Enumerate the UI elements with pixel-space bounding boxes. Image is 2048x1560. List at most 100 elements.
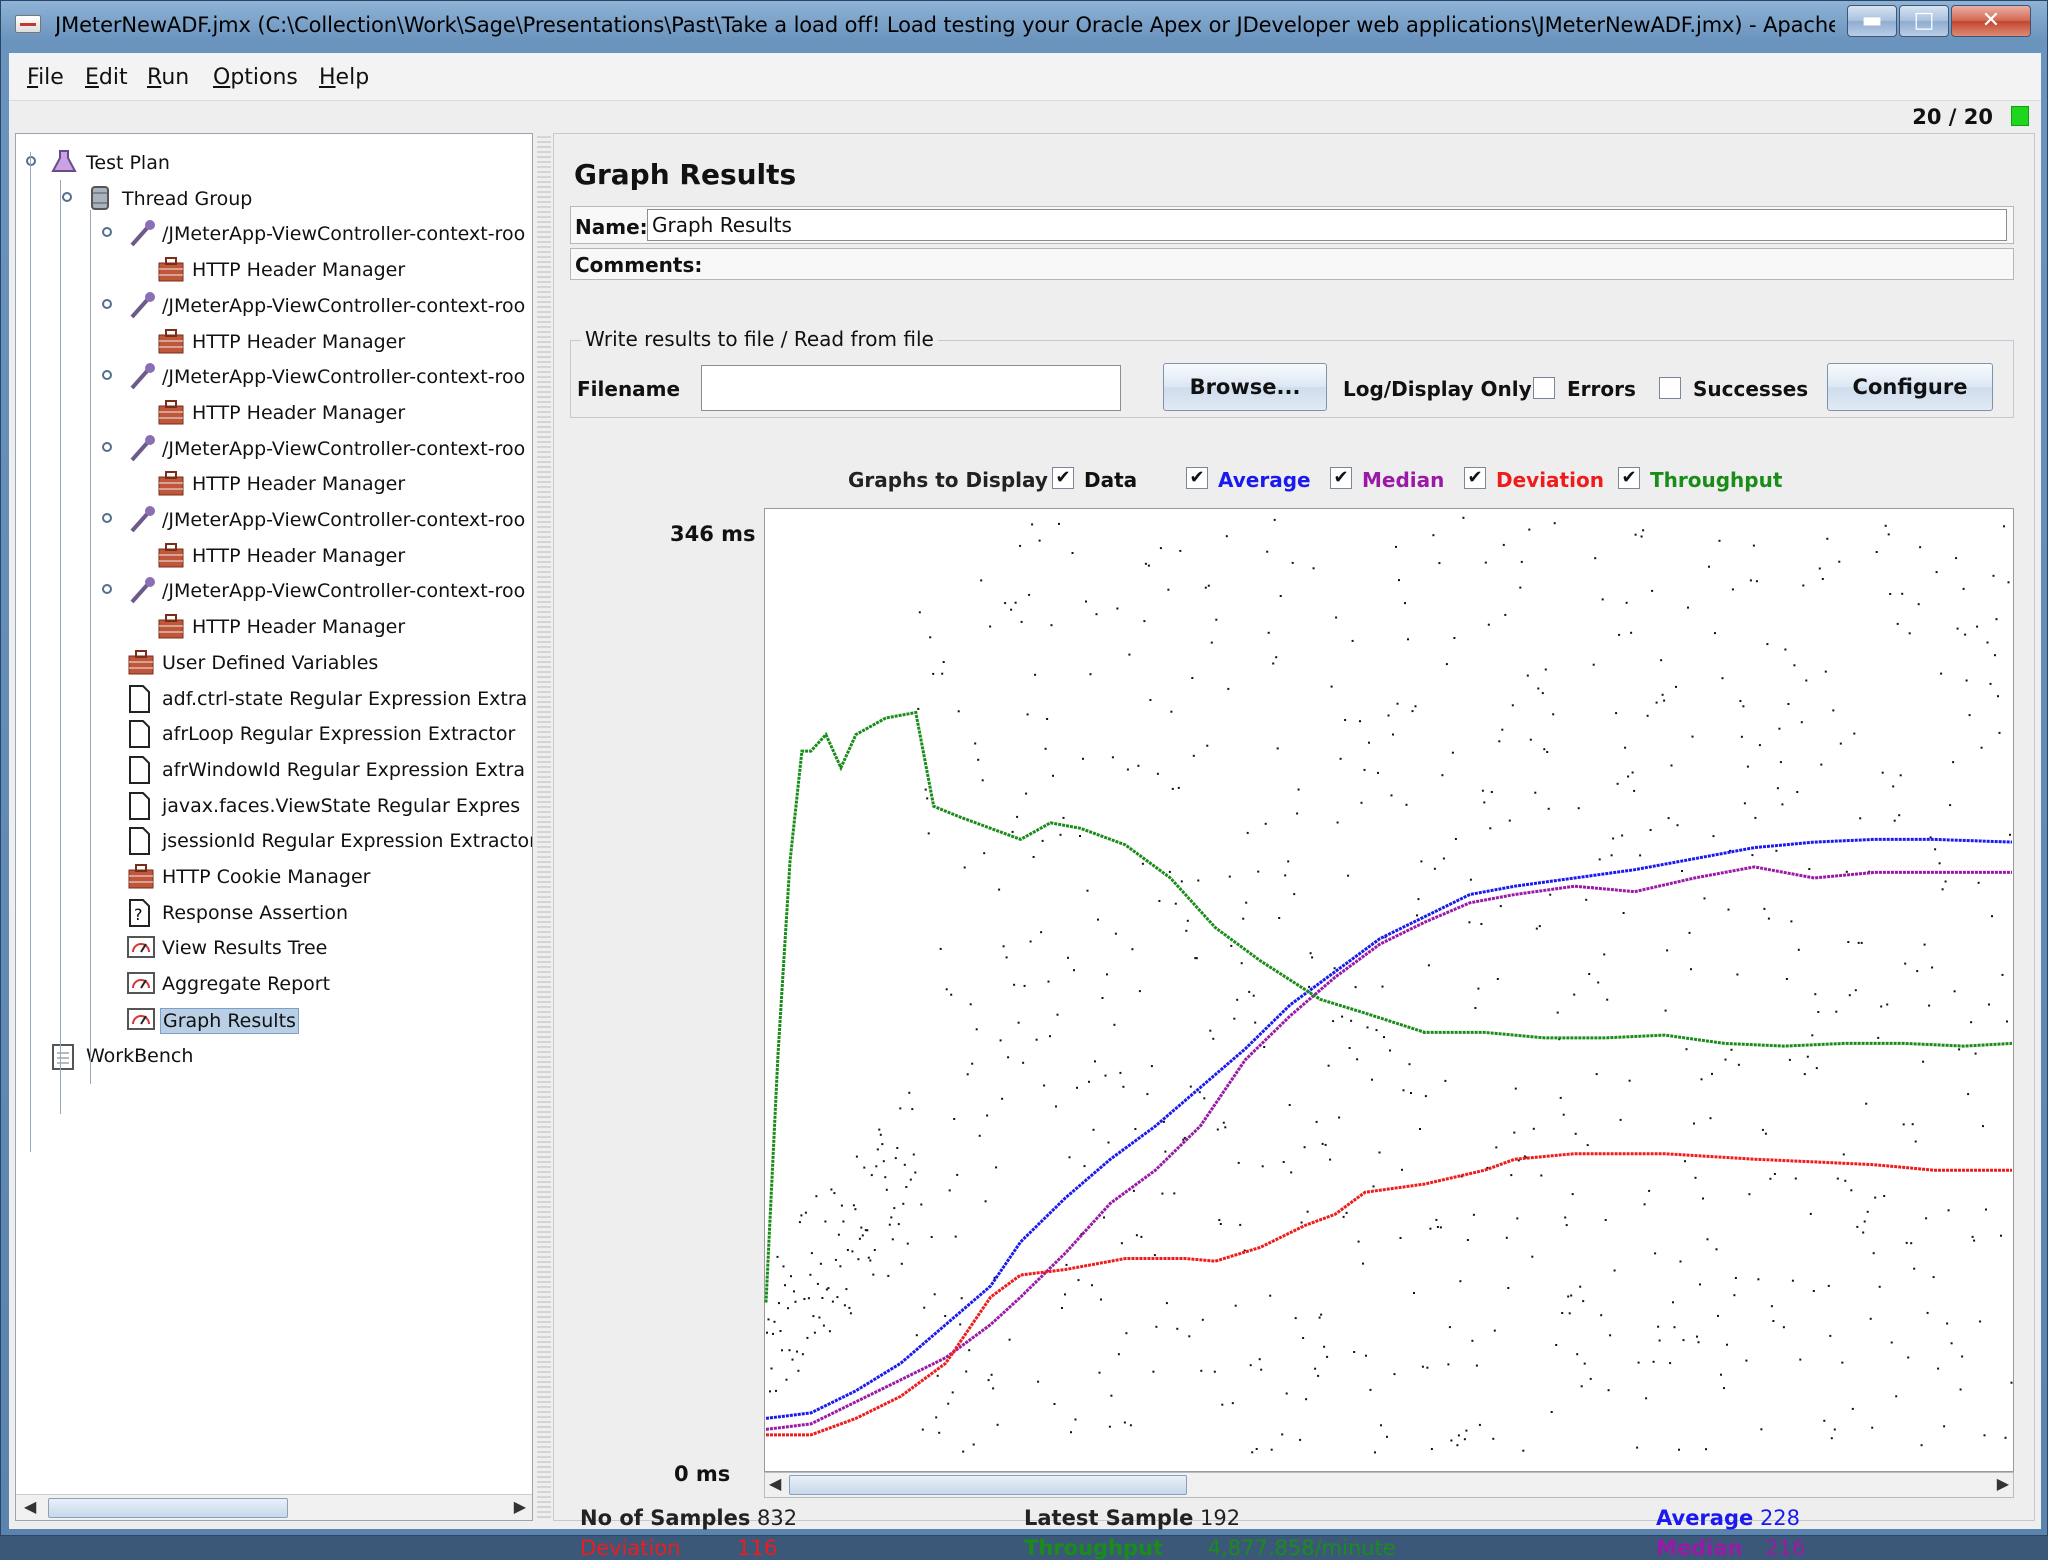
tree-item[interactable]: HTTP Header Manager — [156, 469, 532, 499]
data-point — [912, 1153, 915, 1156]
tree-item[interactable]: /JMeterApp-ViewController-context-roo — [126, 434, 532, 464]
successes-checkbox[interactable] — [1659, 377, 1681, 399]
data-point — [1174, 902, 1177, 905]
data-point — [766, 1331, 768, 1334]
tree-item[interactable]: HTTP Header Manager — [156, 612, 532, 642]
data-point — [1851, 1407, 1854, 1410]
tree-item[interactable]: /JMeterApp-ViewController-context-roo — [126, 505, 532, 535]
data-point — [1240, 962, 1243, 965]
graph-scroll-thumb[interactable] — [789, 1475, 1187, 1495]
filename-input[interactable] — [701, 365, 1121, 411]
tree-expand-toggle[interactable] — [102, 584, 112, 595]
configure-button[interactable]: Configure — [1827, 363, 1993, 411]
data-point — [1645, 1397, 1648, 1400]
pane-splitter[interactable] — [537, 133, 551, 1521]
data-point — [800, 1214, 803, 1217]
data-point — [1046, 718, 1049, 720]
tree-item[interactable]: /JMeterApp-ViewController-context-roo — [126, 576, 532, 606]
menu-help[interactable]: Help — [319, 65, 370, 90]
tree-item[interactable]: javax.faces.ViewState Regular Expres — [126, 791, 532, 821]
scroll-right-icon[interactable]: ▶ — [513, 1497, 526, 1516]
tree-item-label: Aggregate Report — [162, 973, 331, 996]
browse-button[interactable]: Browse... — [1163, 363, 1327, 411]
minimize-button[interactable]: ▬ — [1847, 5, 1897, 37]
graph-toggle-throughput-checkbox[interactable]: ✔ — [1618, 467, 1640, 489]
tree-item[interactable]: /JMeterApp-ViewController-context-roo — [126, 362, 532, 392]
tree-expand-toggle[interactable] — [102, 513, 112, 523]
tree-item[interactable]: Graph Results — [126, 1005, 532, 1035]
tree-item[interactable]: afrWindowId Regular Expression Extra — [126, 755, 532, 785]
title-bar[interactable]: JMeterNewADF.jmx (C:\Collection\Work\Sag… — [1, 1, 2048, 51]
menu-run[interactable]: Run — [147, 65, 190, 90]
data-point — [1850, 1189, 1853, 1192]
data-point — [1594, 557, 1597, 560]
data-point — [1823, 1419, 1826, 1422]
graph-scroll-left-icon[interactable]: ◀ — [769, 1474, 782, 1493]
tree-item[interactable]: ? Response Assertion — [126, 898, 532, 928]
tree-item[interactable]: Aggregate Report — [126, 969, 532, 999]
tree-expand-toggle[interactable] — [102, 227, 112, 238]
data-point — [1176, 1327, 1179, 1330]
data-point — [1992, 574, 1995, 577]
test-plan-tree[interactable]: Test Plan Thread Group/JMeterApp-ViewCont… — [15, 133, 533, 1521]
tree-item[interactable]: /JMeterApp-ViewController-context-roo — [126, 219, 532, 249]
data-point — [1573, 993, 1576, 996]
data-point — [1878, 1285, 1881, 1288]
tree-expand-toggle[interactable] — [102, 298, 112, 309]
data-point — [1420, 860, 1423, 863]
errors-checkbox[interactable] — [1533, 377, 1555, 399]
data-point — [1159, 547, 1162, 550]
tree-expand-toggle[interactable] — [62, 191, 72, 202]
tree-item[interactable]: HTTP Header Manager — [156, 398, 532, 428]
close-button[interactable]: ✕ — [1951, 5, 2031, 37]
tree-item[interactable]: Test Plan — [50, 148, 532, 178]
maximize-button[interactable]: □ — [1899, 5, 1949, 37]
data-point — [1848, 994, 1851, 997]
menu-file[interactable]: File — [27, 65, 64, 90]
name-input[interactable] — [647, 209, 2007, 241]
data-point — [1693, 1122, 1695, 1125]
graph-toggle-data-checkbox[interactable]: ✔ — [1052, 467, 1074, 489]
data-point — [1559, 1096, 1562, 1099]
tree-horizontal-scrollbar[interactable]: ◀ ▶ — [16, 1494, 532, 1520]
graph-scroll-right-icon[interactable]: ▶ — [1996, 1474, 2009, 1493]
toolbox-icon — [156, 612, 186, 642]
data-point — [1589, 1377, 1592, 1380]
tree-item[interactable]: afrLoop Regular Expression Extractor — [126, 719, 532, 749]
scroll-thumb[interactable] — [48, 1498, 288, 1518]
data-point — [1348, 1047, 1351, 1049]
tree-item[interactable]: HTTP Cookie Manager — [126, 862, 532, 892]
menu-edit[interactable]: Edit — [85, 65, 128, 90]
tree-item[interactable]: WorkBench — [50, 1041, 532, 1071]
tree-item[interactable]: jsessionId Regular Expression Extractor — [126, 826, 532, 856]
data-point — [1926, 1311, 1929, 1314]
tree-item[interactable]: View Results Tree — [126, 933, 532, 963]
tree-item[interactable]: HTTP Header Manager — [156, 327, 532, 357]
document-icon — [126, 684, 156, 714]
data-point — [1721, 677, 1724, 680]
data-point — [1433, 867, 1436, 870]
graph-toggle-median-checkbox[interactable]: ✔ — [1330, 467, 1352, 489]
tree-expand-toggle[interactable] — [26, 156, 36, 166]
data-point — [989, 625, 992, 628]
tree-item[interactable]: adf.ctrl-state Regular Expression Extra — [126, 684, 532, 714]
scroll-left-icon[interactable]: ◀ — [24, 1497, 37, 1516]
graph-horizontal-scrollbar[interactable]: ◀ ▶ — [764, 1472, 2014, 1498]
comments-row[interactable]: Comments: — [570, 248, 2014, 280]
data-point — [1902, 1123, 1905, 1126]
tree-item[interactable]: Thread Group — [86, 184, 532, 214]
tree-item[interactable]: HTTP Header Manager — [156, 255, 532, 285]
menu-options[interactable]: Options — [213, 65, 298, 90]
data-point — [1669, 1362, 1672, 1365]
tree-expand-toggle[interactable] — [102, 370, 112, 381]
data-point — [1585, 898, 1588, 901]
tree-expand-toggle[interactable] — [102, 441, 112, 452]
tree-item[interactable]: User Defined Variables — [126, 648, 532, 678]
data-point — [1790, 920, 1793, 923]
tree-item[interactable]: /JMeterApp-ViewController-context-roo — [126, 291, 532, 321]
data-point — [1192, 754, 1195, 757]
tree-item[interactable]: HTTP Header Manager — [156, 541, 532, 571]
graph-toggle-average-checkbox[interactable]: ✔ — [1186, 467, 1208, 489]
data-point — [1459, 1280, 1462, 1283]
graph-toggle-deviation-checkbox[interactable]: ✔ — [1464, 467, 1486, 489]
